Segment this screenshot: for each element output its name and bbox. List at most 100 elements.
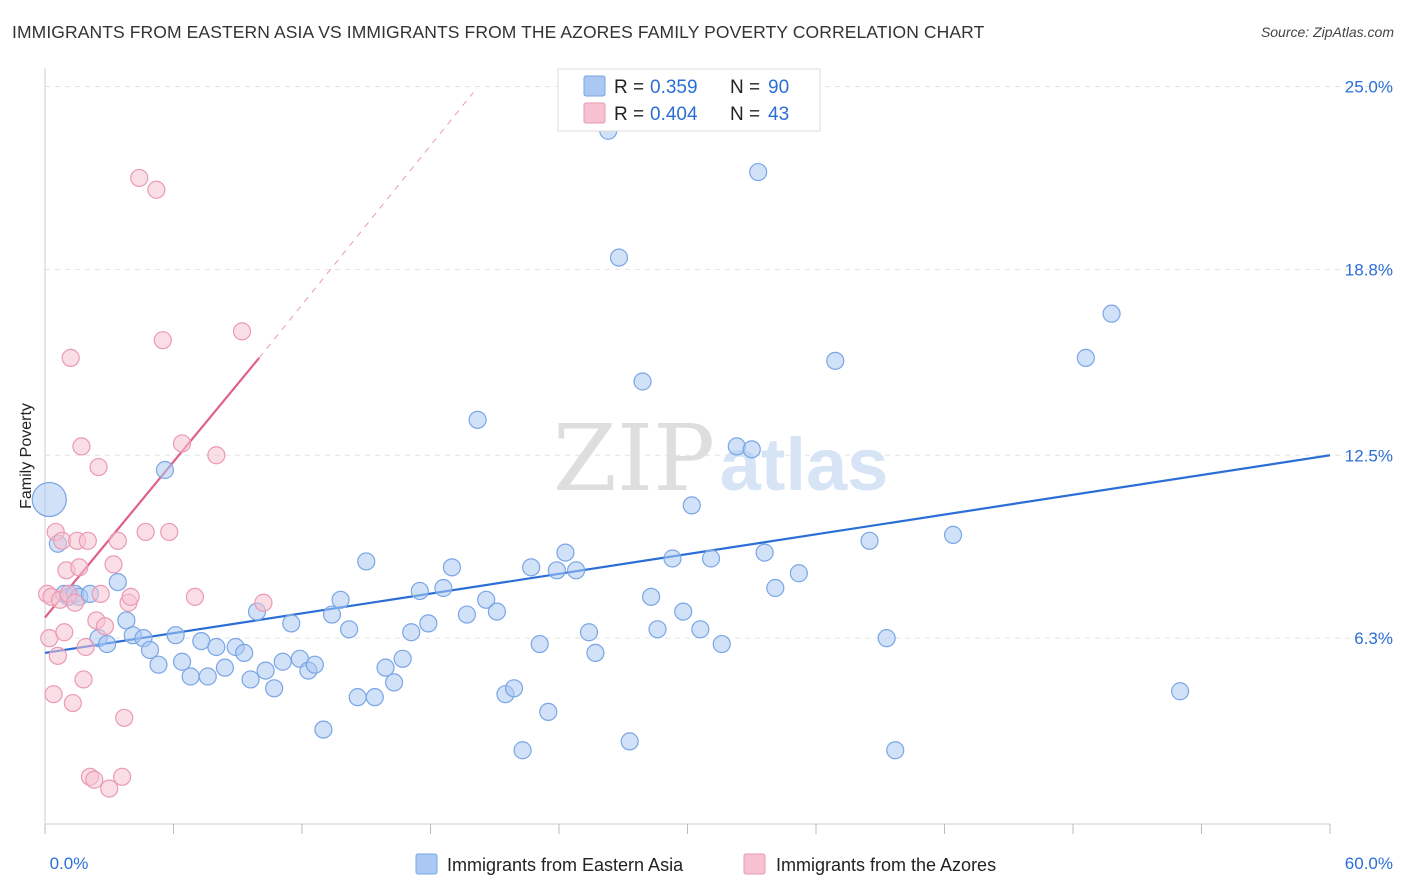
data-point-eastern-asia bbox=[701, 549, 721, 568]
data-point-eastern-asia bbox=[749, 162, 768, 182]
stats-swatch-azores bbox=[583, 102, 606, 124]
data-point-eastern-asia bbox=[826, 351, 845, 370]
data-point-eastern-asia bbox=[442, 558, 462, 577]
data-point-eastern-asia bbox=[522, 558, 541, 577]
data-point-eastern-asia bbox=[1102, 304, 1121, 323]
data-point-azores bbox=[91, 584, 110, 604]
stats-r-value-azores: 0.404 bbox=[650, 104, 698, 125]
data-point-eastern-asia bbox=[207, 637, 226, 657]
y-tick-label: 25.0% bbox=[1345, 78, 1393, 97]
data-point-eastern-asia bbox=[579, 623, 599, 642]
data-point-eastern-asia bbox=[504, 679, 524, 698]
data-point-eastern-asia bbox=[567, 561, 586, 580]
data-point-eastern-asia bbox=[1076, 348, 1095, 367]
data-point-azores bbox=[78, 531, 97, 550]
data-point-eastern-asia bbox=[712, 634, 731, 654]
data-point-eastern-asia bbox=[648, 620, 667, 639]
data-point-eastern-asia bbox=[663, 549, 682, 568]
data-point-eastern-asia bbox=[166, 626, 185, 645]
series-legend: Immigrants from Eastern Asia Immigrants … bbox=[415, 853, 996, 875]
tick-labels: 6.3% 12.5% 18.8% 25.0% 0.0% 60.0% bbox=[50, 78, 1393, 874]
data-point-eastern-asia bbox=[886, 741, 905, 760]
data-point-eastern-asia bbox=[419, 614, 438, 633]
data-point-eastern-asia bbox=[241, 670, 260, 689]
data-point-eastern-asia bbox=[265, 679, 284, 698]
stats-legend: R = 0.359 N = 90 R = 0.404 N = 43 bbox=[557, 68, 821, 132]
data-point-eastern-asia bbox=[357, 552, 376, 571]
data-point-eastern-asia bbox=[322, 605, 342, 624]
data-point-eastern-asia bbox=[742, 440, 761, 459]
data-point-azores bbox=[130, 168, 149, 188]
data-point-eastern-asia bbox=[172, 652, 192, 671]
trend-lines bbox=[44, 92, 1331, 654]
data-point-eastern-asia bbox=[1170, 682, 1190, 701]
data-point-azores bbox=[207, 446, 226, 465]
data-point-azores bbox=[153, 331, 172, 350]
data-point-azores bbox=[48, 646, 67, 665]
data-point-eastern-asia bbox=[140, 640, 160, 660]
y-tick-label: 18.8% bbox=[1345, 260, 1393, 279]
data-point-eastern-asia bbox=[314, 720, 333, 739]
y-tick-label: 12.5% bbox=[1345, 446, 1393, 465]
data-point-eastern-asia bbox=[943, 525, 963, 545]
data-point-eastern-asia bbox=[181, 667, 200, 686]
data-point-eastern-asia bbox=[348, 688, 367, 707]
data-point-eastern-asia bbox=[691, 620, 710, 639]
data-point-eastern-asia bbox=[620, 732, 639, 751]
x-tick-label-max: 60.0% bbox=[1345, 854, 1393, 873]
data-point-eastern-asia bbox=[434, 578, 453, 598]
legend-swatch-azores bbox=[743, 853, 766, 875]
x-tick-label-min: 0.0% bbox=[50, 854, 89, 873]
data-point-eastern-asia bbox=[331, 590, 350, 609]
data-point-azores bbox=[104, 555, 123, 574]
legend-label-azores: Immigrants from the Azores bbox=[776, 855, 996, 875]
data-point-eastern-asia bbox=[410, 581, 429, 601]
data-point-azores bbox=[72, 437, 91, 456]
data-point-eastern-asia bbox=[215, 658, 234, 677]
stats-r-label-eastern-asia: R = bbox=[614, 77, 644, 98]
data-point-eastern-asia bbox=[682, 496, 701, 515]
data-point-azores bbox=[65, 593, 85, 612]
data-point-azores bbox=[160, 522, 179, 542]
watermark: ZIP atlas bbox=[553, 405, 888, 512]
axes bbox=[44, 68, 1331, 834]
trend-line-azores bbox=[44, 357, 261, 619]
data-point-azores bbox=[100, 779, 119, 798]
grid-lines bbox=[45, 86, 1395, 639]
stats-n-label-azores: N = bbox=[730, 104, 760, 125]
data-point-eastern-asia bbox=[376, 658, 395, 677]
stats-n-value-azores: 43 bbox=[768, 104, 789, 125]
data-point-eastern-asia bbox=[487, 602, 506, 621]
data-point-azores bbox=[95, 617, 115, 636]
data-point-eastern-asia bbox=[108, 572, 127, 592]
data-point-azores bbox=[55, 623, 74, 642]
data-point-azores bbox=[172, 434, 192, 453]
source-label: Source: ZipAtlas.com bbox=[1260, 24, 1394, 40]
data-point-eastern-asia bbox=[539, 702, 558, 722]
data-point-azores bbox=[232, 322, 252, 341]
stats-r-value-eastern-asia: 0.359 bbox=[650, 77, 698, 98]
data-point-eastern-asia bbox=[402, 623, 421, 642]
chart-title: IMMIGRANTS FROM EASTERN ASIA VS IMMIGRAN… bbox=[12, 22, 985, 42]
data-point-azores bbox=[76, 637, 95, 657]
data-point-eastern-asia bbox=[530, 634, 549, 654]
stats-swatch-eastern-asia bbox=[583, 75, 606, 97]
data-point-eastern-asia bbox=[547, 561, 566, 580]
data-point-eastern-asia bbox=[256, 661, 275, 680]
data-point-eastern-asia bbox=[340, 620, 359, 639]
data-point-azores bbox=[89, 457, 108, 477]
data-point-azores bbox=[115, 708, 134, 727]
data-points bbox=[31, 121, 1190, 798]
data-point-eastern-asia bbox=[149, 655, 168, 674]
data-point-azores bbox=[44, 685, 63, 704]
data-point-eastern-asia bbox=[31, 481, 67, 518]
data-point-azores bbox=[185, 587, 205, 606]
data-point-azores bbox=[254, 593, 273, 612]
data-point-azores bbox=[108, 531, 127, 550]
legend-swatch-eastern-asia bbox=[415, 853, 438, 875]
data-point-eastern-asia bbox=[609, 248, 629, 267]
legend-label-eastern-asia: Immigrants from Eastern Asia bbox=[447, 855, 684, 875]
y-tick-label: 6.3% bbox=[1354, 629, 1393, 648]
data-point-eastern-asia bbox=[98, 634, 117, 654]
data-point-azores bbox=[121, 587, 140, 606]
